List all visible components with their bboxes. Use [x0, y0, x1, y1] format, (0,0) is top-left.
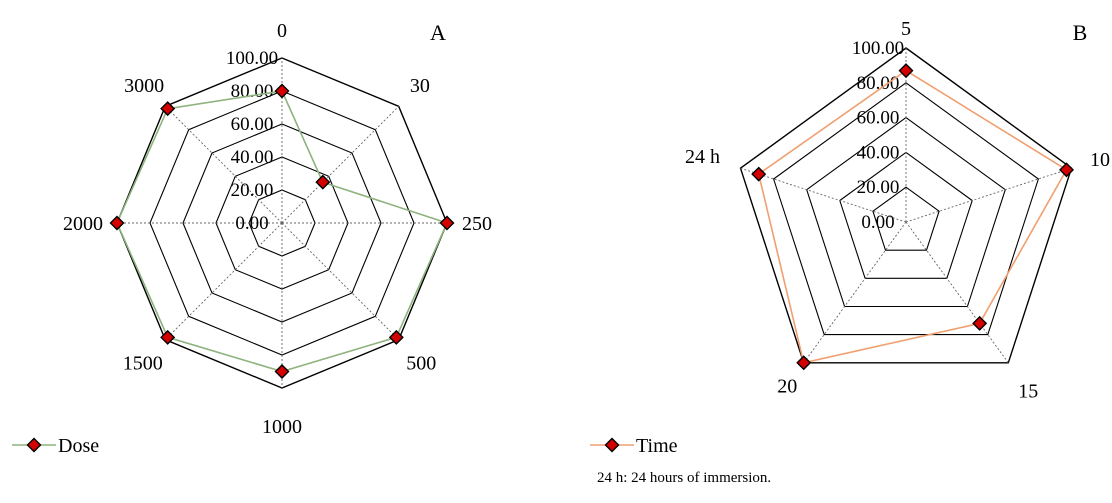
- series-line: [757, 69, 1068, 364]
- tick-label: 20.00: [857, 177, 900, 198]
- spoke-line: [905, 167, 1072, 223]
- tick-label: 80.00: [231, 81, 274, 102]
- footnote: 24 h: 24 hours of immersion.: [597, 470, 772, 486]
- category-label: 20: [777, 375, 797, 397]
- tick-label: 20.00: [231, 180, 274, 201]
- tick-label: 60.00: [857, 108, 900, 129]
- data-point-marker: [751, 166, 767, 182]
- tick-label: 40.00: [231, 147, 274, 168]
- legend-marker: [26, 437, 42, 453]
- tick-label: 0.00: [861, 212, 894, 233]
- spoke-line: [281, 105, 400, 224]
- tick-label: 100.00: [226, 48, 278, 69]
- data-point-marker: [274, 364, 290, 379]
- panel-label: B: [1073, 20, 1088, 45]
- category-label: 5: [901, 18, 911, 40]
- grid-ring: [806, 116, 1006, 308]
- panel-label: A: [430, 20, 446, 45]
- tick-label: 100.00: [852, 38, 904, 59]
- grid-ring: [839, 151, 973, 279]
- category-label: 30: [410, 75, 430, 97]
- spoke-line: [740, 167, 907, 223]
- data-point-marker: [1059, 162, 1075, 178]
- tick-label: 80.00: [857, 73, 900, 94]
- legend-marker: [604, 437, 620, 453]
- data-point-marker: [796, 355, 812, 371]
- data-point-marker: [274, 83, 290, 99]
- grid-ring: [739, 47, 1073, 364]
- data-point-marker: [160, 329, 176, 345]
- category-label: 24 h: [685, 146, 720, 168]
- spoke-line: [281, 222, 400, 341]
- category-label: 3000: [124, 75, 164, 97]
- category-label: 0: [277, 20, 287, 42]
- tick-label: 40.00: [857, 142, 900, 163]
- grid-ring: [182, 123, 382, 323]
- data-point-marker: [109, 215, 125, 231]
- data-point-marker: [898, 63, 914, 79]
- tick-label: 0.00: [235, 213, 268, 234]
- data-point-marker: [160, 101, 176, 117]
- category-label: 500: [406, 352, 436, 374]
- grid-ring: [872, 186, 940, 251]
- spoke-line: [905, 221, 1009, 364]
- category-label: 15: [1018, 380, 1038, 402]
- data-point-marker: [388, 329, 404, 345]
- spoke-line: [803, 221, 907, 364]
- category-label: 1500: [123, 352, 163, 374]
- data-point-marker: [439, 215, 455, 231]
- category-label: 2000: [63, 213, 103, 235]
- tick-label: 60.00: [231, 114, 274, 135]
- category-label: 10: [1090, 149, 1110, 171]
- spoke-line: [164, 222, 283, 341]
- legend-label: Time: [636, 435, 678, 457]
- grid-ring: [772, 82, 1040, 336]
- spoke-line: [164, 105, 283, 224]
- category-label: 1000: [262, 416, 302, 438]
- radar-chart-a: 0.00 20.00 40.00 60.00 80.00 100.00 0 30 250 500 1…: [12, 20, 492, 457]
- legend-label: Dose: [58, 435, 99, 457]
- data-point-marker: [972, 315, 988, 331]
- radar-chart-b: 0.00 20.00 40.00 60.00 80.00 100.005 10 15 20 24 …: [590, 18, 1110, 457]
- category-label: 250: [462, 213, 492, 235]
- data-point-marker: [315, 174, 331, 190]
